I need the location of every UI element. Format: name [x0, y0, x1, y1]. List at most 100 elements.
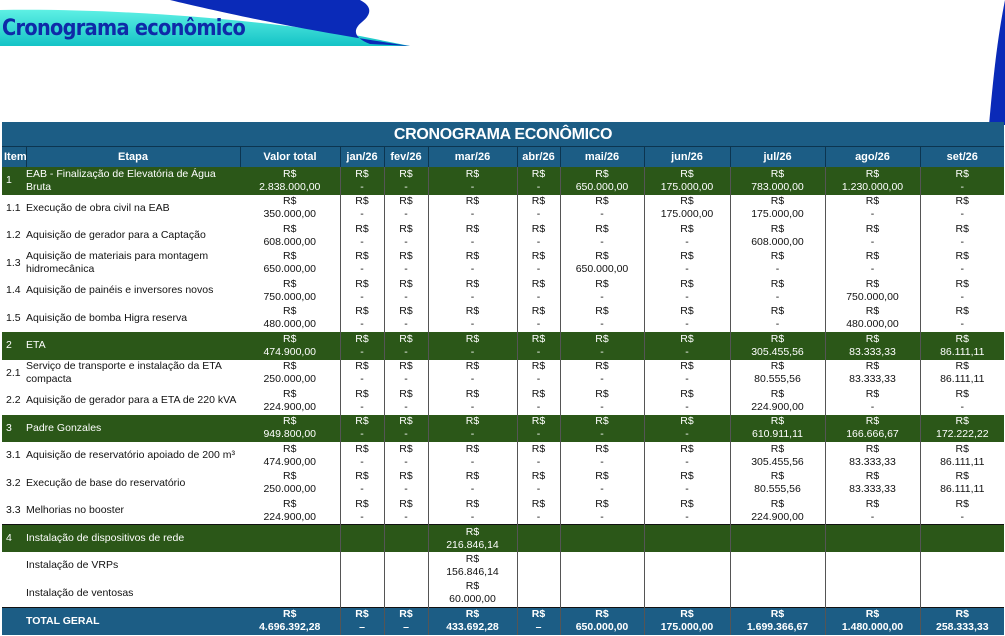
- currency-symbol: R$: [283, 387, 297, 400]
- month-value: R$ -: [643, 414, 730, 442]
- amount: -: [404, 483, 408, 496]
- item-number: 1: [2, 167, 26, 195]
- currency-symbol: R$: [399, 387, 413, 400]
- month-value: R$ 86.111,11: [919, 469, 1005, 497]
- month-value: R$ -: [339, 304, 384, 332]
- amount: -: [536, 180, 541, 193]
- title-banner: Cronograma econômico: [0, 0, 420, 48]
- amount: 60.000,00: [449, 593, 496, 605]
- amount: 175.000,00: [660, 621, 714, 633]
- month-value: R$ -: [643, 332, 730, 360]
- currency-symbol: R$: [531, 277, 546, 290]
- amount: 1.699.366,67: [746, 621, 809, 633]
- column-header: jun/26: [643, 146, 730, 167]
- currency-symbol: R$: [770, 470, 785, 483]
- month-value: R$ -: [427, 249, 517, 277]
- currency-symbol: R$: [770, 305, 785, 318]
- table-row: 2.1 Serviço de transporte e instalação da…: [2, 359, 1005, 387]
- currency-symbol: R$: [355, 387, 369, 400]
- amount: 474.900,00: [263, 455, 317, 468]
- currency-symbol: R$: [680, 250, 694, 263]
- total-value: R$ 250.000,00: [240, 469, 340, 497]
- column-header: mai/26: [559, 146, 644, 167]
- month-value: R$ -: [516, 222, 560, 250]
- month-value: R$ -: [383, 332, 428, 360]
- amount: 480.000,00: [263, 318, 317, 331]
- month-value: R$ -: [559, 469, 644, 497]
- amount: -: [470, 373, 475, 386]
- table-row: Instalação de ventosas R$ 60.000,00: [2, 579, 1005, 607]
- month-value: R$ 433.692,28: [427, 606, 517, 635]
- month-value: R$ 216.846,14: [427, 524, 517, 552]
- month-value: R$ -: [383, 469, 428, 497]
- currency-symbol: R$: [680, 415, 694, 428]
- currency-symbol: R$: [680, 608, 694, 620]
- currency-symbol: R$: [465, 442, 480, 455]
- amount: -: [685, 235, 689, 248]
- amount: -: [360, 263, 364, 276]
- column-header: Item: [2, 146, 27, 167]
- stage-name: Aquisição de painéis e inversores novos: [26, 277, 240, 305]
- month-value: R$ -: [824, 387, 920, 415]
- currency-symbol: R$: [955, 332, 969, 345]
- currency-symbol: R$: [355, 470, 369, 483]
- currency-symbol: R$: [355, 442, 369, 455]
- stage-name: Aquisição de materiais para montagem hid…: [26, 249, 240, 277]
- amount: 83.333,33: [849, 373, 896, 386]
- month-value: R$ 1.480.000,00: [824, 606, 920, 635]
- amount: 175.000,00: [660, 180, 714, 193]
- month-value: R$ -: [383, 497, 428, 525]
- total-value: R$ 608.000,00: [240, 222, 340, 250]
- month-value: R$ 86.111,11: [919, 359, 1005, 387]
- month-value: R$ -: [516, 277, 560, 305]
- table-row: 1.5 Aquisição de bomba Higra reserva R$ 480…: [2, 304, 1005, 332]
- month-value: R$ -: [427, 414, 517, 442]
- total-value: R$ 350.000,00: [240, 194, 340, 222]
- amount: -: [470, 208, 475, 221]
- month-value: R$ -: [919, 497, 1005, 525]
- currency-symbol: R$: [465, 470, 480, 483]
- currency-symbol: R$: [465, 360, 480, 373]
- currency-symbol: R$: [465, 415, 480, 428]
- amount: -: [960, 318, 965, 331]
- amount: 474.900,00: [263, 345, 317, 358]
- month-value: R$ -: [383, 167, 428, 195]
- total-row: TOTAL GERAL R$ 4.696.392,28 R$ – R$ – R$ 433.692…: [2, 606, 1005, 635]
- currency-symbol: R$: [355, 497, 369, 510]
- currency-symbol: R$: [283, 470, 297, 483]
- currency-symbol: R$: [283, 332, 297, 345]
- month-value: R$ -: [383, 414, 428, 442]
- month-value: R$ -: [559, 414, 644, 442]
- amount: 156.846,14: [446, 565, 499, 578]
- amount: -: [470, 290, 475, 303]
- month-value: R$ -: [559, 387, 644, 415]
- currency-symbol: R$: [283, 608, 297, 620]
- month-value: R$ -: [383, 359, 428, 387]
- table-row: 3.3 Melhorias no booster R$ 224.900,00 R$ - R$…: [2, 497, 1005, 525]
- currency-symbol: R$: [531, 387, 546, 400]
- month-value: R$ -: [339, 332, 384, 360]
- currency-symbol: R$: [865, 442, 880, 455]
- total-value: R$ 250.000,00: [240, 359, 340, 387]
- month-value: [383, 579, 428, 607]
- amount: -: [536, 455, 541, 468]
- amount: -: [960, 235, 965, 248]
- month-value: R$ -: [427, 167, 517, 195]
- currency-symbol: R$: [865, 497, 880, 510]
- month-value: R$ 650.000,00: [559, 606, 644, 635]
- currency-symbol: R$: [680, 195, 694, 208]
- month-value: R$ -: [559, 442, 644, 470]
- amount: 650.000,00: [575, 621, 629, 633]
- month-value: R$ -: [559, 359, 644, 387]
- currency-symbol: R$: [770, 332, 785, 345]
- currency-symbol: R$: [865, 415, 880, 428]
- month-value: [559, 552, 644, 580]
- currency-symbol: R$: [399, 415, 413, 428]
- amount: -: [360, 208, 364, 221]
- item-number: 3.2: [2, 469, 26, 497]
- month-value: R$ –: [383, 606, 428, 635]
- amount: 216.846,14: [446, 538, 499, 551]
- total-value: R$ 2.838.000,00: [240, 167, 340, 195]
- amount: -: [470, 455, 475, 468]
- amount: -: [960, 208, 965, 221]
